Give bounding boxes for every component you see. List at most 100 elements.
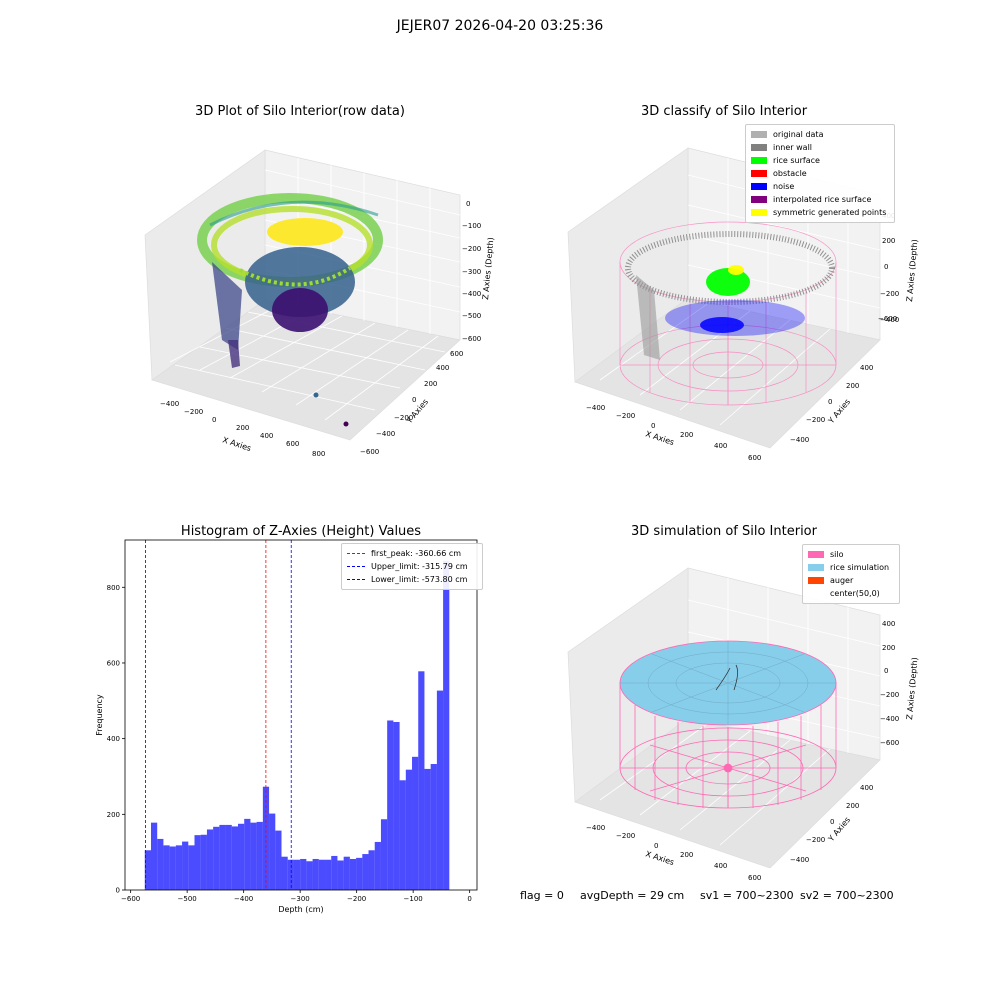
histogram-xtick-label: −300 [291, 895, 310, 903]
histogram-bar [349, 858, 357, 890]
panel1-xtick: 800 [312, 450, 325, 458]
legend-label: rice surface [773, 156, 820, 165]
legend-label: silo [830, 550, 844, 559]
legend-swatch [751, 157, 767, 164]
histogram-bar [412, 756, 419, 890]
histogram-bar [312, 858, 319, 890]
panel2-xtick: 400 [714, 442, 727, 450]
histogram-bar [213, 826, 220, 890]
histogram-bar [436, 690, 444, 890]
legend-label: Lower_limit: -573.80 cm [371, 575, 468, 584]
panel1-ytick: 600 [450, 350, 463, 358]
legend-label: auger [830, 576, 854, 585]
legend-item-first-peak: first_peak: -360.66 cm [347, 547, 477, 560]
histogram-bar [380, 819, 388, 890]
panel4-zlabel: Z Axies (Depth) [905, 657, 919, 720]
panel2-ytick: 400 [860, 364, 873, 372]
histogram-bar [200, 834, 207, 890]
panel1-hanging-points-2 [228, 340, 240, 368]
histogram-bar [343, 856, 350, 890]
panel1-surface-points [245, 247, 355, 317]
histogram-bar [418, 671, 425, 890]
histogram-bar [256, 821, 263, 890]
histogram-bar [300, 858, 307, 890]
histogram-bar [219, 824, 226, 890]
legend-label: symmetric generated points [773, 208, 887, 217]
panel2-ztick: −200 [880, 290, 899, 298]
legend-swatch [808, 577, 824, 584]
legend-label: center(50,0) [830, 589, 880, 598]
legend-swatch [808, 564, 824, 571]
legend-item-silo: silo [808, 548, 894, 561]
histogram-xlabel: Depth (cm) [278, 905, 323, 914]
histogram-vlines [145, 540, 292, 890]
panel4-ztick: −200 [880, 691, 899, 699]
histogram-xtick-label: −600 [121, 895, 140, 903]
legend-label: interpolated rice surface [773, 195, 872, 204]
legend-item-auger: auger [808, 574, 894, 587]
panel1-ytick: −600 [360, 448, 379, 456]
panel2-symmetric-points [728, 265, 744, 275]
histogram-bar [182, 841, 189, 890]
legend-label: Upper_limit: -315.79 cm [371, 562, 468, 571]
histogram-bar [387, 720, 394, 890]
legend-label: original data [773, 130, 824, 139]
panel4-ytick: −200 [806, 836, 825, 844]
panel4-ztick: 400 [882, 620, 895, 628]
histogram-bar [318, 859, 326, 890]
panel1-ztick: 0 [466, 200, 470, 208]
status-avg-depth: avgDepth = 29 cm [580, 889, 685, 902]
panel2-classified-points [625, 231, 835, 360]
histogram-bar [325, 859, 332, 890]
histogram-bar [430, 764, 437, 890]
legend-swatch [808, 551, 824, 558]
histogram-bar [262, 786, 270, 890]
legend-swatch [751, 183, 767, 190]
legend-swatch [751, 144, 767, 151]
panel4-ztick: −600 [880, 739, 899, 747]
histogram-bar [175, 845, 183, 890]
panel4-ztick: 200 [882, 644, 895, 652]
panel4-xtick: 600 [748, 874, 761, 882]
panel4-ztick: −400 [880, 715, 899, 723]
histogram-bar [169, 846, 176, 890]
panel4-ztick: 0 [884, 667, 888, 675]
histogram-bar [368, 850, 375, 890]
panel1-ztick: −300 [462, 268, 481, 276]
legend-label: inner wall [773, 143, 813, 152]
legend-line [347, 579, 365, 580]
legend-item-symmetric: symmetric generated points [751, 206, 889, 219]
histogram-bar [225, 824, 232, 890]
histogram-bar [424, 768, 431, 890]
histogram-bar [337, 860, 344, 890]
panel2-title: 3D classify of Silo Interior [640, 104, 808, 119]
panel2-ztick: −600 [878, 315, 898, 323]
histogram-bar [356, 857, 363, 890]
histogram-bar [238, 823, 245, 890]
panel4-xtick: −400 [586, 824, 605, 832]
histogram-bar [206, 829, 214, 890]
histogram-bar [306, 861, 313, 890]
legend-item-interpolated: interpolated rice surface [751, 193, 889, 206]
panel4-ytick: 0 [830, 818, 834, 826]
legend-line [347, 566, 365, 567]
panel1-ztick: −100 [462, 222, 481, 230]
panel2-noise-core [700, 317, 744, 333]
panel4-ytick: 200 [846, 802, 859, 810]
panel4-surface-mesh [620, 641, 836, 725]
panel1-ytick: 200 [424, 380, 437, 388]
panel2-xtick: −200 [616, 412, 635, 420]
panel2-ztick: −400 [880, 316, 899, 324]
histogram-xtick-label: −100 [404, 895, 423, 903]
histogram-bar [293, 859, 301, 890]
panel4-legend: silo rice simulation auger center(50,0) [802, 544, 900, 604]
histogram-bar [281, 856, 288, 890]
histogram-bar [250, 822, 257, 890]
panel2-xtick: 200 [680, 431, 693, 439]
panel4-ytick: −400 [790, 856, 809, 864]
panel1-ytick: 0 [412, 396, 416, 404]
legend-swatch [751, 131, 767, 138]
panel4-xtick: −200 [616, 832, 635, 840]
